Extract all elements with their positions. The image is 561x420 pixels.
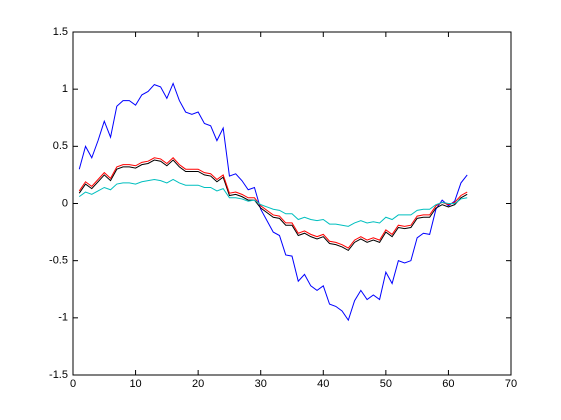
line-series [78, 157, 468, 249]
x-tick-label: 40 [317, 378, 329, 390]
y-tick-label: 0 [62, 197, 68, 209]
y-tick-label: 0.5 [53, 140, 68, 152]
x-tick-label: 20 [192, 378, 204, 390]
line-series [78, 82, 468, 322]
line-series [78, 178, 468, 227]
y-tick-label: 1.5 [53, 26, 68, 38]
y-tick-label: 1 [62, 83, 68, 95]
x-tick-label: 30 [255, 378, 267, 390]
x-tick-label: 60 [442, 378, 454, 390]
y-tick-label: -1.5 [49, 369, 68, 381]
x-tick-label: 50 [380, 378, 392, 390]
x-tick-label: 0 [70, 378, 76, 390]
x-tick-label: 10 [129, 378, 141, 390]
x-tick-label: 70 [505, 378, 517, 390]
line-series [78, 159, 468, 252]
y-tick-label: -1 [58, 312, 68, 324]
y-tick-label: -0.5 [49, 255, 68, 267]
